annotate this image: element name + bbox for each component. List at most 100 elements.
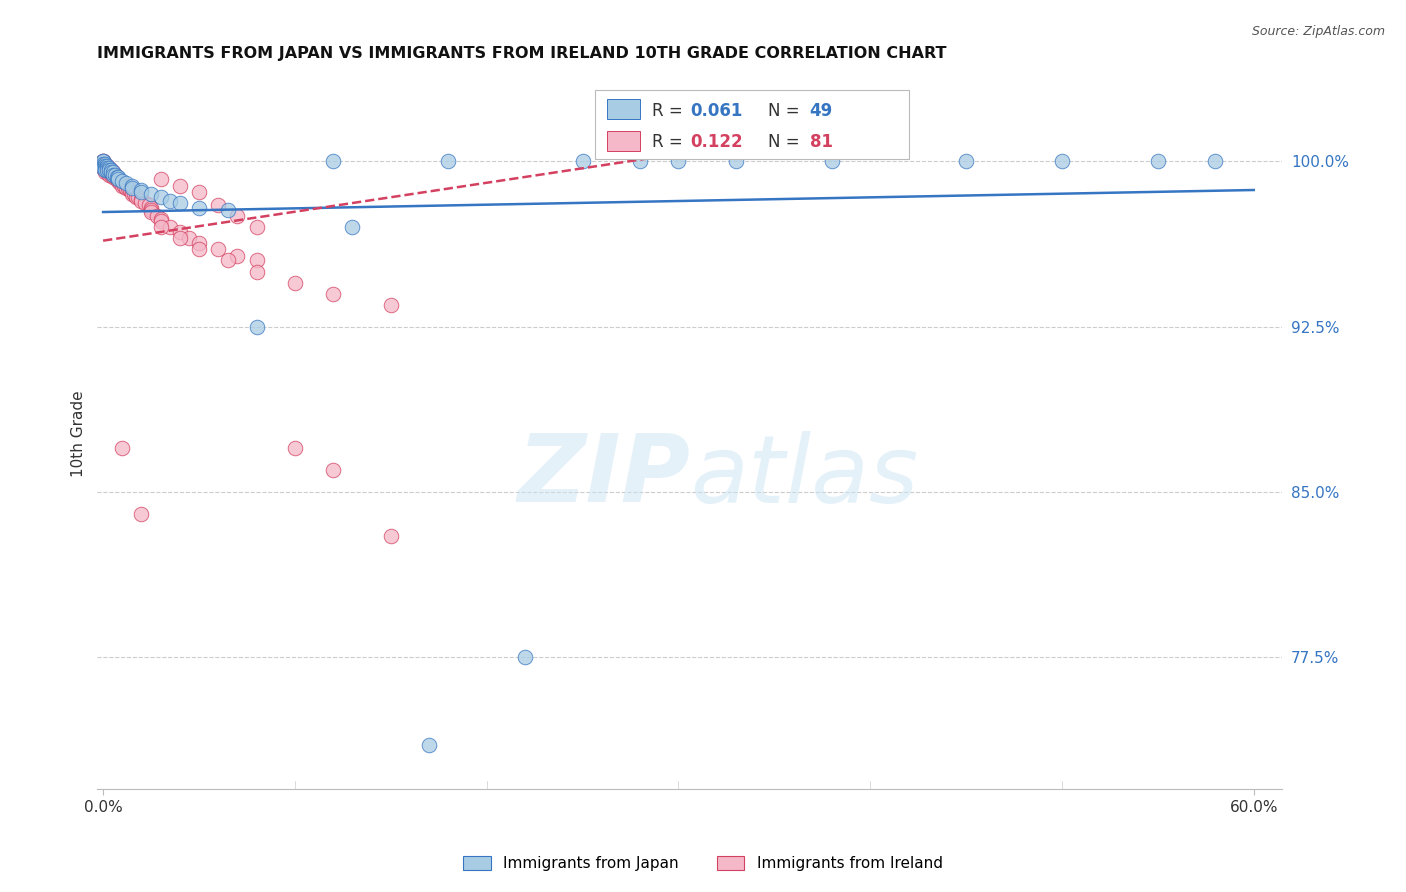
Point — [97, 163, 120, 178]
Text: 49: 49 — [810, 102, 832, 120]
Point — [1146, 154, 1168, 169]
Point — [94, 159, 117, 173]
Point — [96, 159, 118, 173]
Point — [513, 650, 536, 665]
Point — [1204, 154, 1226, 169]
Point — [131, 507, 153, 521]
Point — [96, 159, 118, 173]
Text: 0.061: 0.061 — [690, 102, 742, 120]
Point — [94, 161, 117, 175]
Point — [112, 178, 135, 193]
Point — [91, 159, 114, 173]
Point — [146, 210, 169, 224]
Point — [104, 168, 127, 182]
Point — [111, 178, 134, 193]
Point — [217, 253, 239, 268]
Point — [380, 529, 402, 543]
Point — [94, 161, 117, 175]
Point — [955, 154, 977, 169]
Text: R =: R = — [652, 102, 688, 120]
Point — [418, 738, 440, 752]
Point — [91, 154, 114, 169]
Point — [169, 225, 191, 239]
Point — [179, 231, 201, 245]
Point — [100, 165, 122, 179]
Point — [117, 181, 139, 195]
Point — [91, 154, 114, 169]
Point — [149, 189, 172, 203]
Point — [107, 172, 129, 186]
Point — [284, 276, 307, 290]
Point — [94, 156, 117, 170]
Point — [94, 163, 117, 178]
Point — [245, 220, 267, 235]
Point — [97, 161, 120, 175]
Point — [91, 156, 114, 170]
Point — [131, 194, 153, 208]
Point — [245, 253, 267, 268]
Point — [91, 156, 114, 170]
Point — [96, 161, 118, 175]
Point — [101, 165, 124, 179]
Point — [104, 169, 127, 184]
Point — [105, 169, 128, 184]
Point — [96, 163, 118, 178]
Point — [107, 172, 129, 186]
FancyBboxPatch shape — [607, 99, 640, 120]
Point — [91, 159, 114, 173]
Point — [134, 196, 156, 211]
Point — [159, 220, 181, 235]
Point — [111, 441, 134, 455]
Point — [91, 161, 114, 175]
Point — [437, 154, 460, 169]
Point — [111, 177, 134, 191]
Point — [245, 264, 267, 278]
Point — [115, 181, 138, 195]
Point — [100, 163, 122, 178]
Point — [284, 441, 307, 455]
Point — [188, 185, 211, 199]
Point — [121, 185, 143, 199]
Point — [131, 183, 153, 197]
Point — [342, 220, 364, 235]
Point — [226, 249, 249, 263]
Point — [127, 189, 149, 203]
Point — [105, 172, 128, 186]
Point — [131, 185, 153, 199]
Text: Source: ZipAtlas.com: Source: ZipAtlas.com — [1251, 25, 1385, 38]
Point — [169, 178, 191, 193]
Point — [149, 214, 172, 228]
Point — [139, 205, 162, 219]
Point — [821, 154, 844, 169]
Point — [110, 174, 132, 188]
Point — [97, 161, 120, 175]
Text: 0.122: 0.122 — [690, 133, 742, 151]
Point — [169, 231, 191, 245]
FancyBboxPatch shape — [607, 130, 640, 151]
Point — [188, 201, 211, 215]
Point — [380, 297, 402, 311]
Text: R =: R = — [652, 133, 688, 151]
Text: ZIP: ZIP — [517, 430, 690, 522]
Point — [97, 165, 120, 179]
Point — [138, 198, 160, 212]
Point — [94, 159, 117, 173]
Point — [96, 165, 118, 179]
Point — [94, 165, 117, 179]
Point — [107, 174, 129, 188]
Legend: Immigrants from Japan, Immigrants from Ireland: Immigrants from Japan, Immigrants from I… — [457, 849, 949, 877]
Point — [110, 177, 132, 191]
Point — [115, 177, 138, 191]
Point — [101, 169, 124, 184]
Point — [668, 154, 690, 169]
Point — [100, 163, 122, 178]
Point — [91, 156, 114, 170]
Text: N =: N = — [768, 133, 806, 151]
Point — [100, 168, 122, 182]
Point — [207, 198, 229, 212]
Point — [169, 196, 191, 211]
Point — [118, 183, 141, 197]
Y-axis label: 10th Grade: 10th Grade — [72, 390, 86, 476]
Point — [97, 168, 120, 182]
Text: 81: 81 — [810, 133, 832, 151]
